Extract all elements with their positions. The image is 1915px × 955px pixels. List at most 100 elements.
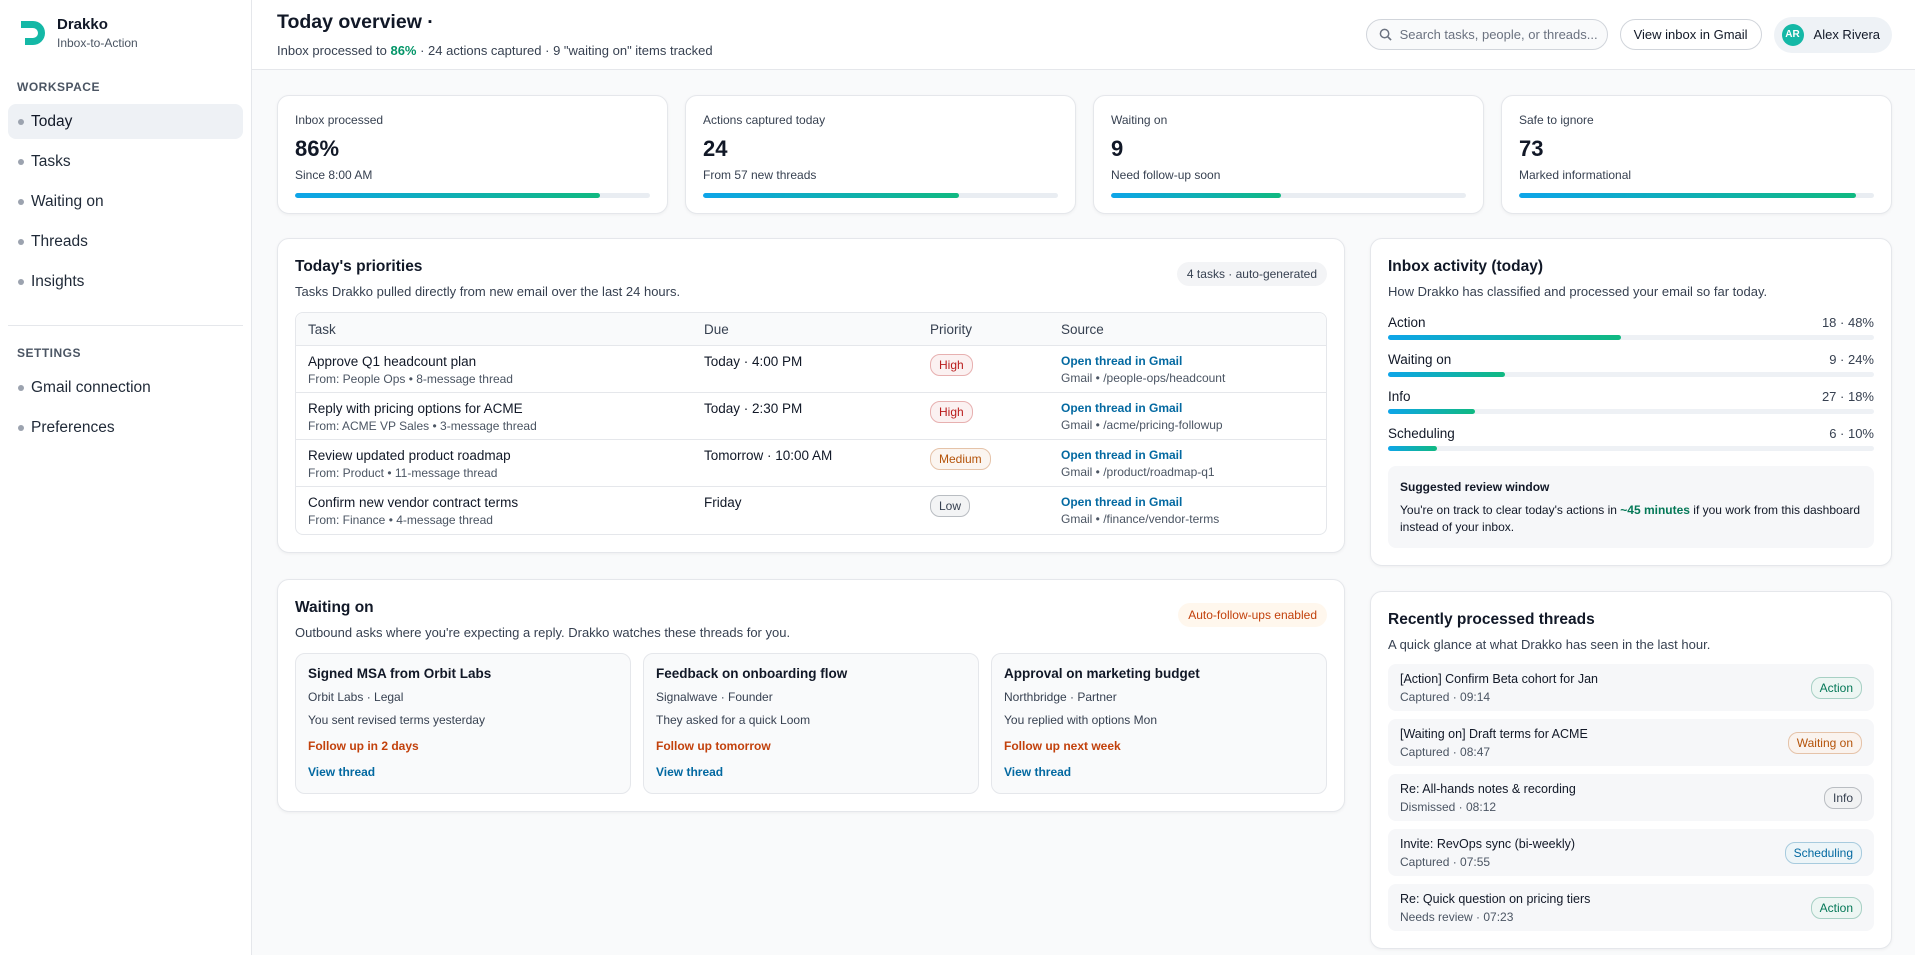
nav-item[interactable]: Today (8, 104, 243, 139)
thread-title: Re: Quick question on pricing tiers (1400, 891, 1591, 906)
kpi-card: Waiting on 9 Need follow-up soon (1093, 95, 1484, 214)
activity-row: Waiting on 9 · 24% (1388, 352, 1874, 377)
nav-item[interactable]: Preferences (8, 410, 243, 445)
page-title: Today overview · (277, 11, 434, 33)
activity-track (1388, 372, 1874, 377)
tip-text-part: You're on track to clear today's actions… (1400, 502, 1621, 517)
nav-dot (18, 384, 24, 391)
task-cell: Confirm new vendor contract terms From: F… (296, 487, 692, 534)
progress-track (703, 193, 1058, 198)
task-due: Today · 2:30 PM (704, 401, 803, 416)
activity-bar (1388, 335, 1622, 340)
card-header: Recently processed threads A quick glance… (1388, 609, 1874, 652)
task-from: From: Finance • 4-message thread (308, 513, 493, 527)
card-subtitle: A quick glance at what Drakko has seen i… (1388, 637, 1711, 653)
thread-meta: Captured · 08:47 (1400, 744, 1491, 759)
progress-track (295, 193, 650, 198)
nav-item[interactable]: Threads (8, 224, 243, 259)
source-cell: Open thread in Gmail Gmail • /acme/pricin… (1049, 393, 1326, 440)
card-header: Inbox activity (today) How Drakko has cla… (1388, 256, 1874, 299)
activity-name: Scheduling (1388, 426, 1455, 441)
search[interactable]: Search tasks, people, or threads... (1365, 19, 1608, 50)
header-actions: Search tasks, people, or threads... View… (1365, 16, 1892, 53)
badge: 4 tasks · auto-generated (1176, 262, 1327, 286)
thread-item[interactable]: [Waiting on] Draft terms for ACME Capture… (1388, 719, 1874, 767)
review-tip: Suggested review window You're on track t… (1388, 466, 1874, 549)
task-cell: Reply with pricing options for ACME From:… (296, 393, 692, 440)
gmail-button[interactable]: View inbox in Gmail (1619, 19, 1762, 50)
source-link[interactable]: Open thread in Gmail (1061, 354, 1183, 368)
nav-label: Today (31, 112, 73, 130)
progress-fill (703, 193, 959, 198)
waiting-followup: Follow up tomorrow (656, 739, 771, 753)
waiting-link[interactable]: View thread (1004, 765, 1072, 779)
source-link[interactable]: Open thread in Gmail (1061, 401, 1183, 415)
thread-tag: Scheduling (1784, 841, 1862, 864)
activity-track (1388, 409, 1874, 414)
recent-card: Recently processed threads A quick glance… (1370, 591, 1892, 950)
kpi-note: Need follow-up soon (1111, 168, 1221, 182)
card-heading: Inbox activity (today) How Drakko has cla… (1388, 256, 1767, 299)
nav-item[interactable]: Gmail connection (8, 370, 243, 405)
section-title: SETTINGS (17, 346, 82, 360)
task-name: Confirm new vendor contract terms (308, 495, 519, 510)
priority-pill: High (930, 401, 973, 423)
nav-item[interactable]: Tasks (8, 144, 243, 179)
activity-bar (1388, 372, 1505, 377)
due-cell: Tomorrow · 10:00 AM (692, 440, 918, 487)
task-from: From: ACME VP Sales • 3-message thread (308, 419, 537, 433)
activity-row: Action 18 · 48% (1388, 315, 1874, 340)
tbody: Approve Q1 headcount plan From: People Op… (296, 346, 1326, 534)
tip-title: Suggested review window (1400, 480, 1550, 494)
kpi-row: Inbox processed 86% Since 8:00 AM Actions c… (277, 95, 1892, 214)
task-due: Friday (704, 495, 742, 510)
user-name: Alex Rivera (1813, 27, 1880, 42)
thread-item[interactable]: [Action] Confirm Beta cohort for Jan Capt… (1388, 664, 1874, 712)
thread-tag: Info (1823, 786, 1862, 809)
column-header: Task (296, 313, 692, 346)
activity-card: Inbox activity (today) How Drakko has cla… (1370, 238, 1892, 567)
activity-labels: Action 18 · 48% (1388, 315, 1874, 330)
priority-cell: High (918, 393, 1049, 440)
task-due: Today · 4:00 PM (704, 354, 803, 369)
waiting-item: Approval on marketing budget Northbridge … (991, 653, 1327, 794)
nav-dot (18, 198, 24, 205)
activity-labels: Waiting on 9 · 24% (1388, 352, 1874, 367)
kpi-label: Inbox processed (295, 113, 384, 127)
source-cell: Open thread in Gmail Gmail • /people-ops/… (1049, 346, 1326, 393)
thread-meta: Captured · 09:14 (1400, 689, 1491, 704)
waiting-title: Approval on marketing budget (1004, 666, 1200, 681)
waiting-link[interactable]: View thread (656, 765, 724, 779)
thread-meta: Needs review · 07:23 (1400, 909, 1514, 924)
thread-item[interactable]: Invite: RevOps sync (bi-weekly) Captured … (1388, 829, 1874, 877)
waiting-item: Signed MSA from Orbit Labs Orbit Labs · L… (295, 653, 631, 794)
priority-pill: High (930, 354, 973, 376)
nav-item[interactable]: Insights (8, 264, 243, 299)
task-row: Confirm new vendor contract terms From: F… (296, 487, 1326, 534)
nav-dot (18, 278, 24, 285)
kpi-label: Actions captured today (703, 113, 826, 127)
card-heading: Waiting on Outbound asks where you're exp… (295, 597, 790, 640)
thread-item[interactable]: Re: Quick question on pricing tiers Needs… (1388, 884, 1874, 932)
waiting-cards: Signed MSA from Orbit Labs Orbit Labs · L… (295, 653, 1327, 794)
progress-track (1111, 193, 1466, 198)
thread-meta: Captured · 07:55 (1400, 854, 1491, 869)
priority-cell: Medium (918, 440, 1049, 487)
activity-value: 6 · 10% (1829, 426, 1874, 441)
source-link[interactable]: Open thread in Gmail (1061, 495, 1183, 509)
thread-tag: Waiting on (1787, 731, 1862, 754)
source-link[interactable]: Open thread in Gmail (1061, 448, 1183, 462)
waiting-link[interactable]: View thread (308, 765, 376, 779)
thread-meta: Dismissed · 08:12 (1400, 799, 1497, 814)
kpi-value: 9 (1111, 136, 1124, 161)
tip-text-part: ~45 minutes (1620, 502, 1690, 517)
column-header: Source (1049, 313, 1326, 346)
task-from: From: People Ops • 8-message thread (308, 372, 513, 386)
activity-bar (1388, 446, 1437, 451)
thread-item[interactable]: Re: All-hands notes & recording Dismissed… (1388, 774, 1874, 822)
task-due: Tomorrow · 10:00 AM (704, 448, 833, 463)
priorities-table: Task Due Priority Source Approve Q1 headcoun… (295, 312, 1327, 535)
user-menu[interactable]: AR Alex Rivera (1773, 16, 1892, 53)
nav-label: Tasks (31, 152, 71, 170)
nav-item[interactable]: Waiting on (8, 184, 243, 219)
